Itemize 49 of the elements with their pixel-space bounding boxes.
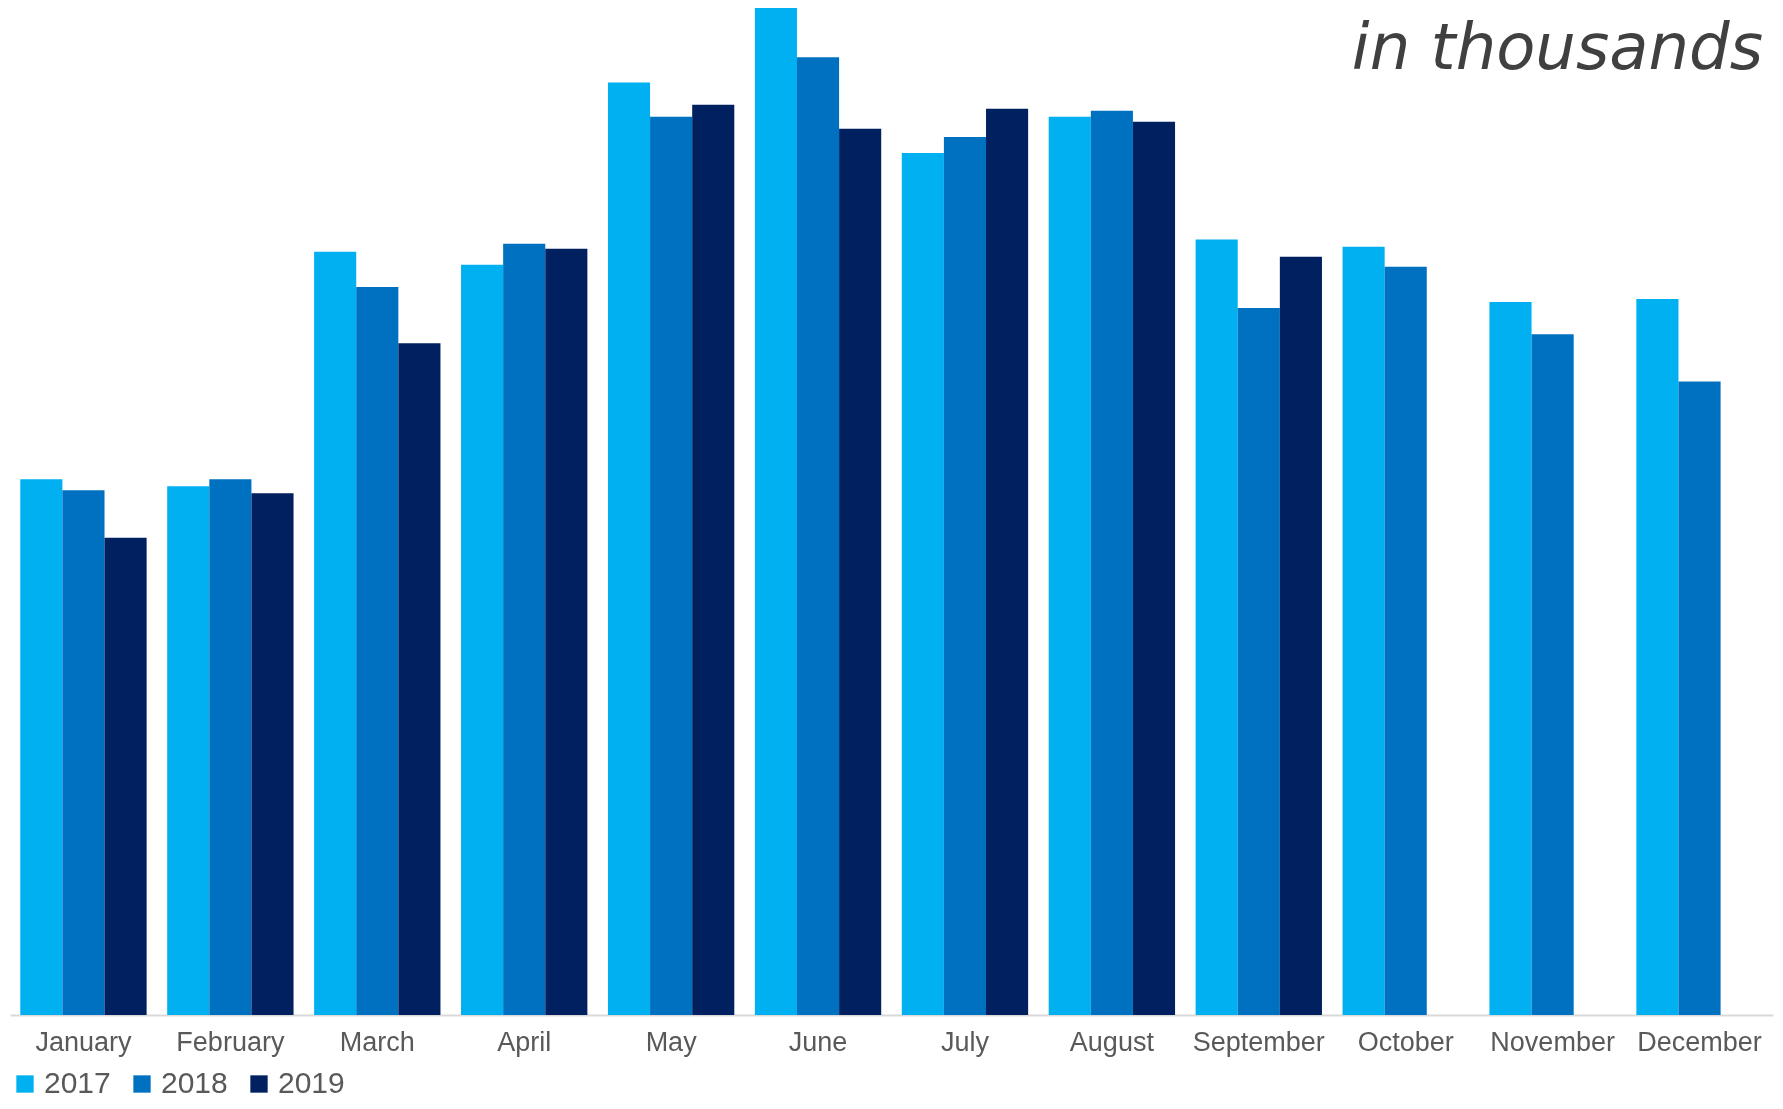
x-tick-label: March [339,1026,415,1057]
bar [1279,256,1322,1015]
annotation: in thousands [1351,10,1763,84]
bar [1342,246,1385,1015]
x-tick-label: July [940,1026,990,1057]
x-tick-label: May [645,1026,698,1057]
bar [1195,239,1238,1015]
x-tick-label: June [788,1026,848,1057]
bar [1090,110,1133,1015]
x-tick-label: October [1357,1026,1454,1057]
x-tick-label: January [35,1026,132,1057]
bar [398,343,441,1015]
bar [796,57,840,1015]
bar [1489,302,1532,1015]
bar [1531,334,1574,1015]
bar [62,490,105,1015]
bar [251,493,294,1015]
bar [754,8,797,1015]
bar [692,104,735,1015]
bar [943,136,987,1015]
bar [1048,116,1091,1015]
bar [839,128,882,1015]
bar [607,82,651,1015]
bar [1678,381,1721,1015]
x-tick-label: December [1637,1026,1762,1057]
legend-label: 2017 [44,1066,111,1099]
bar [20,479,63,1015]
bar [1384,266,1427,1015]
x-tick-label: November [1490,1026,1615,1057]
bar [545,248,588,1015]
x-tick-label: August [1069,1026,1155,1057]
bar [104,537,147,1015]
x-tick-label: September [1192,1026,1325,1057]
x-tick-label: April [497,1026,552,1057]
x-tick-label: February [176,1026,285,1057]
bar [209,479,252,1015]
bar [1636,299,1679,1015]
bar [901,153,944,1015]
bar [167,486,210,1015]
bar [356,286,399,1015]
legend-label: 2018 [161,1066,228,1099]
bar [314,251,357,1015]
bar [986,108,1029,1015]
bar [650,116,693,1015]
legend-label: 2019 [278,1066,345,1099]
bar [1237,308,1280,1015]
bar [503,243,546,1015]
bar [461,264,504,1015]
bar [1132,121,1176,1015]
